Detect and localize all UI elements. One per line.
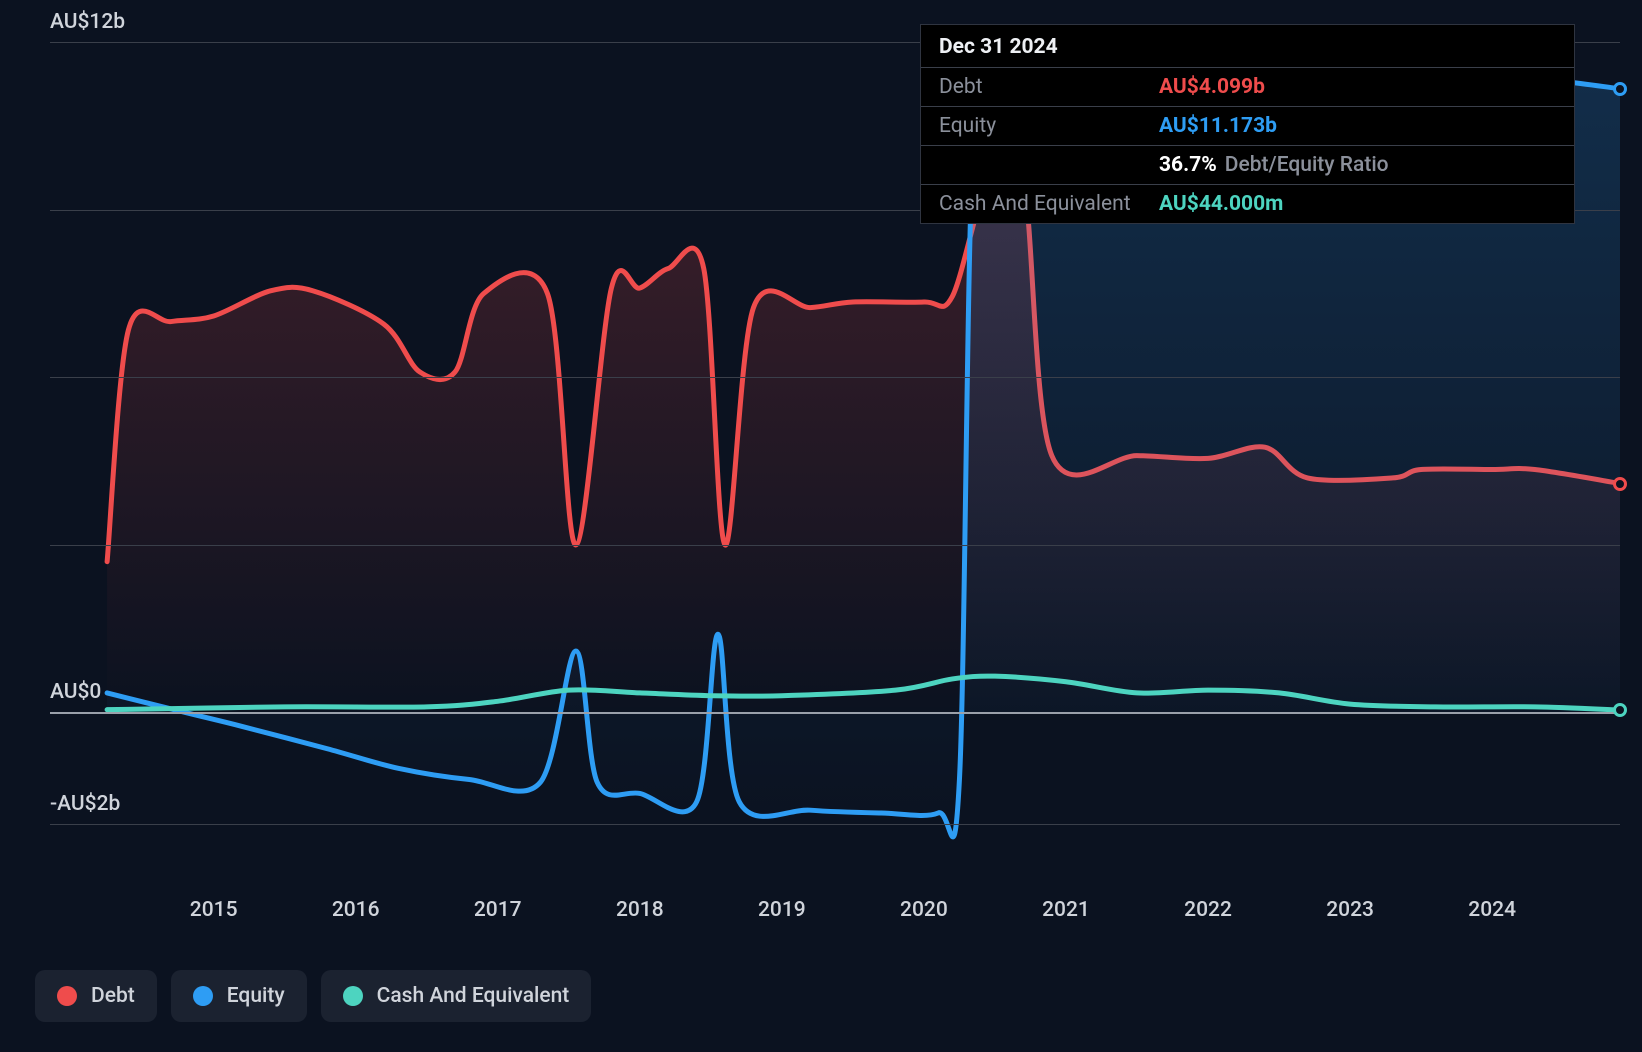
- tooltip-row: Cash And EquivalentAU$44.000m: [921, 184, 1574, 223]
- chart-legend: Debt Equity Cash And Equivalent: [35, 970, 591, 1022]
- tooltip-value: AU$4.099b: [1159, 75, 1265, 99]
- tooltip-key: [939, 153, 1159, 177]
- tooltip-date: Dec 31 2024: [921, 25, 1574, 67]
- y-axis-label: AU$12b: [50, 10, 125, 34]
- legend-label: Cash And Equivalent: [377, 984, 570, 1008]
- tooltip-key: Equity: [939, 114, 1159, 138]
- x-axis-label: 2020: [900, 898, 948, 922]
- x-axis-label: 2021: [1042, 898, 1090, 922]
- x-axis-label: 2015: [190, 898, 238, 922]
- legend-dot-icon: [57, 986, 77, 1006]
- y-axis-label: -AU$2b: [50, 792, 120, 816]
- chart-tooltip: Dec 31 2024 DebtAU$4.099bEquityAU$11.173…: [920, 24, 1575, 224]
- x-axis-label: 2016: [332, 898, 380, 922]
- tooltip-row: EquityAU$11.173b: [921, 106, 1574, 145]
- tooltip-row: 36.7% Debt/Equity Ratio: [921, 145, 1574, 184]
- x-axis-label: 2022: [1184, 898, 1232, 922]
- y-axis-label: AU$0: [50, 680, 101, 704]
- tooltip-row: DebtAU$4.099b: [921, 67, 1574, 106]
- tooltip-extra: Debt/Equity Ratio: [1225, 153, 1389, 177]
- gridline: [50, 377, 1620, 378]
- tooltip-value: 36.7%: [1159, 153, 1217, 177]
- x-axis-label: 2023: [1326, 898, 1374, 922]
- x-axis-label: 2018: [616, 898, 664, 922]
- tooltip-value: AU$11.173b: [1159, 114, 1277, 138]
- gridline: [50, 712, 1620, 714]
- debt-end-marker: [1613, 477, 1627, 491]
- cash-end-marker: [1613, 703, 1627, 717]
- legend-dot-icon: [193, 986, 213, 1006]
- gridline: [50, 824, 1620, 825]
- legend-item[interactable]: Cash And Equivalent: [321, 970, 592, 1022]
- legend-label: Debt: [91, 984, 135, 1008]
- x-axis-label: 2019: [758, 898, 806, 922]
- gridline: [50, 545, 1620, 546]
- tooltip-key: Debt: [939, 75, 1159, 99]
- x-axis-label: 2017: [474, 898, 522, 922]
- legend-item[interactable]: Debt: [35, 970, 157, 1022]
- legend-label: Equity: [227, 984, 285, 1008]
- legend-item[interactable]: Equity: [171, 970, 307, 1022]
- x-axis-label: 2024: [1468, 898, 1516, 922]
- tooltip-value: AU$44.000m: [1159, 192, 1283, 216]
- tooltip-key: Cash And Equivalent: [939, 192, 1159, 216]
- legend-dot-icon: [343, 986, 363, 1006]
- equity-end-marker: [1613, 82, 1627, 96]
